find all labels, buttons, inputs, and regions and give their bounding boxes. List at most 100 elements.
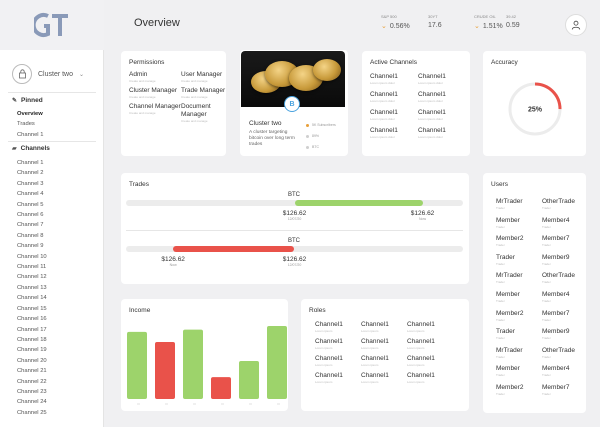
trade-bar[interactable]: [126, 200, 463, 206]
role-sub: Lorem ipsum: [361, 363, 379, 367]
role-item[interactable]: Channel1 Lorem ipsum: [361, 372, 407, 384]
sidebar-item-channel-10[interactable]: Channel 10: [17, 253, 47, 260]
user-item[interactable]: Member7 Trader: [542, 310, 588, 329]
user-item[interactable]: OtherTrade Trader: [542, 347, 588, 366]
user-role: Trader: [496, 354, 505, 359]
sidebar-item-channel-12[interactable]: Channel 12: [17, 274, 47, 281]
user-item[interactable]: Member4 Trader: [542, 365, 588, 384]
sidebar-item-channel-19[interactable]: Channel 19: [17, 347, 47, 354]
role-item[interactable]: Channel1 Lorem ipsum: [315, 355, 361, 367]
sidebar-item-channel-13[interactable]: Channel 13: [17, 284, 47, 291]
user-item[interactable]: Member4 Trader: [542, 291, 588, 310]
sidebar-item-channel-15[interactable]: Channel 15: [17, 305, 47, 312]
user-item[interactable]: Member Trader: [496, 365, 542, 384]
logo[interactable]: [0, 0, 104, 50]
user-item[interactable]: Trader Trader: [496, 254, 542, 273]
user-item[interactable]: Member Trader: [496, 291, 542, 310]
permission-item[interactable]: Cluster Manager Create and manage: [129, 87, 181, 99]
trade-bar[interactable]: [126, 246, 463, 252]
role-item[interactable]: Channel1 Lorem ipsum: [315, 321, 361, 333]
role-item[interactable]: Channel1 Lorem ipsum: [315, 372, 361, 384]
income-bar[interactable]: [183, 329, 203, 399]
role-item[interactable]: Channel1 Lorem ipsum: [407, 338, 453, 350]
user-item[interactable]: OtherTrade Trader: [542, 198, 588, 217]
cluster-selector[interactable]: Cluster two ⌄: [12, 63, 84, 85]
role-item[interactable]: Channel1 Lorem ipsum: [315, 338, 361, 350]
role-item[interactable]: Channel1 Lorem ipsum: [407, 355, 453, 367]
channel-item[interactable]: Channel1 Lorem ipsum dolor: [418, 127, 466, 139]
income-chart: [127, 326, 287, 405]
permission-item[interactable]: Admin Create and manage: [129, 71, 181, 83]
role-item[interactable]: Channel1 Lorem ipsum: [407, 372, 453, 384]
income-bar[interactable]: [211, 377, 231, 399]
sidebar-item-channel-21[interactable]: Channel 21: [17, 368, 47, 375]
sidebar-item-channel-24[interactable]: Channel 24: [17, 399, 47, 406]
user-item[interactable]: Member2 Trader: [496, 310, 542, 329]
user-item[interactable]: Member9 Trader: [542, 254, 588, 273]
user-item[interactable]: OtherTrade Trader: [542, 272, 588, 291]
sidebar-item-channel-20[interactable]: Channel 20: [17, 357, 47, 364]
sidebar-item-channel-1[interactable]: Channel 1: [17, 160, 44, 166]
channel-item[interactable]: Channel1 Lorem ipsum dolor: [418, 91, 466, 103]
permission-sub: Create and manage: [181, 119, 208, 123]
income-bar[interactable]: [155, 342, 175, 399]
channel-sub: Lorem ipsum dolor: [370, 117, 395, 121]
role-sub: Lorem ipsum: [315, 363, 333, 367]
sidebar-item-channel-4[interactable]: Channel 4: [17, 191, 44, 198]
user-item[interactable]: Member9 Trader: [542, 328, 588, 347]
user-role: Trader: [496, 206, 505, 210]
sidebar-item-channel-18[interactable]: Channel 18: [17, 336, 47, 343]
role-name: Channel1: [315, 338, 343, 345]
user-item[interactable]: Member Trader: [496, 217, 542, 236]
sidebar-item-channel-9[interactable]: Channel 9: [17, 243, 44, 250]
sidebar-item-channel-3[interactable]: Channel 3: [17, 180, 44, 187]
user-item[interactable]: Member4 Trader: [542, 217, 588, 236]
permission-item[interactable]: Trade Manager Create and manage: [181, 87, 233, 99]
sidebar-item-channel-2[interactable]: Channel 2: [17, 170, 44, 177]
sidebar-item-channel-17[interactable]: Channel 17: [17, 326, 47, 333]
sidebar-item-channel-7[interactable]: Channel 7: [17, 222, 44, 229]
role-item[interactable]: Channel1 Lorem ipsum: [407, 321, 453, 333]
sidebar-item-channel-14[interactable]: Channel 14: [17, 295, 47, 302]
channel-item[interactable]: Channel1 Lorem ipsum dolor: [418, 109, 466, 121]
sidebar-item-channel-16[interactable]: Channel 16: [17, 316, 47, 323]
role-item[interactable]: Channel1 Lorem ipsum: [361, 355, 407, 367]
sidebar-item-channel-1[interactable]: Channel 1: [17, 131, 44, 138]
channel-item[interactable]: Channel1 Lorem ipsum dolor: [370, 109, 418, 121]
sidebar-item-channel-6[interactable]: Channel 6: [17, 212, 44, 219]
channel-item[interactable]: Channel1 Lorem ipsum dolor: [370, 127, 418, 139]
user-item[interactable]: Member2 Trader: [496, 235, 542, 254]
sidebar-item-channel-5[interactable]: Channel 5: [17, 201, 44, 208]
channel-item[interactable]: Channel1 Lorem ipsum dolor: [418, 73, 466, 85]
sidebar-item-channel-22[interactable]: Channel 22: [17, 378, 47, 385]
user-item[interactable]: MrTrader Trader: [496, 347, 542, 366]
channel-name: Channel1: [418, 73, 446, 80]
permission-item[interactable]: Document Manager Create and manage: [181, 103, 233, 123]
user-item[interactable]: MrTrader Trader: [496, 272, 542, 291]
sidebar-item-channel-25[interactable]: Channel 25: [17, 409, 47, 416]
permission-name: Cluster Manager: [129, 87, 178, 94]
income-bar[interactable]: [267, 326, 287, 399]
sidebar-item-trades[interactable]: Trades: [17, 121, 35, 128]
avatar[interactable]: [565, 14, 587, 36]
permission-name: Document Manager: [181, 103, 211, 118]
user-item[interactable]: Trader Trader: [496, 328, 542, 347]
user-item[interactable]: MrTrader Trader: [496, 198, 542, 217]
sidebar-item-channel-23[interactable]: Channel 23: [17, 388, 47, 395]
role-item[interactable]: Channel1 Lorem ipsum: [361, 338, 407, 350]
permission-item[interactable]: Channel Manager Create and manage: [129, 103, 181, 123]
sidebar-item-channel-8[interactable]: Channel 8: [17, 232, 44, 239]
sidebar-item-overview[interactable]: Overview: [17, 111, 43, 117]
channel-item[interactable]: Channel1 Lorem ipsum dolor: [370, 73, 418, 85]
user-item[interactable]: Member7 Trader: [542, 384, 588, 403]
income-bar[interactable]: [127, 331, 147, 399]
user-name: Member9: [542, 328, 570, 336]
cluster-card[interactable]: B Cluster two A cluster targeting bitcoi…: [240, 50, 348, 156]
user-item[interactable]: Member2 Trader: [496, 384, 542, 403]
role-item[interactable]: Channel1 Lorem ipsum: [361, 321, 407, 333]
channel-item[interactable]: Channel1 Lorem ipsum dolor: [370, 91, 418, 103]
user-item[interactable]: Member7 Trader: [542, 235, 588, 254]
income-bar[interactable]: [239, 361, 259, 399]
sidebar-item-channel-11[interactable]: Channel 11: [17, 264, 47, 271]
permission-item[interactable]: User Manager Create and manage: [181, 71, 233, 83]
